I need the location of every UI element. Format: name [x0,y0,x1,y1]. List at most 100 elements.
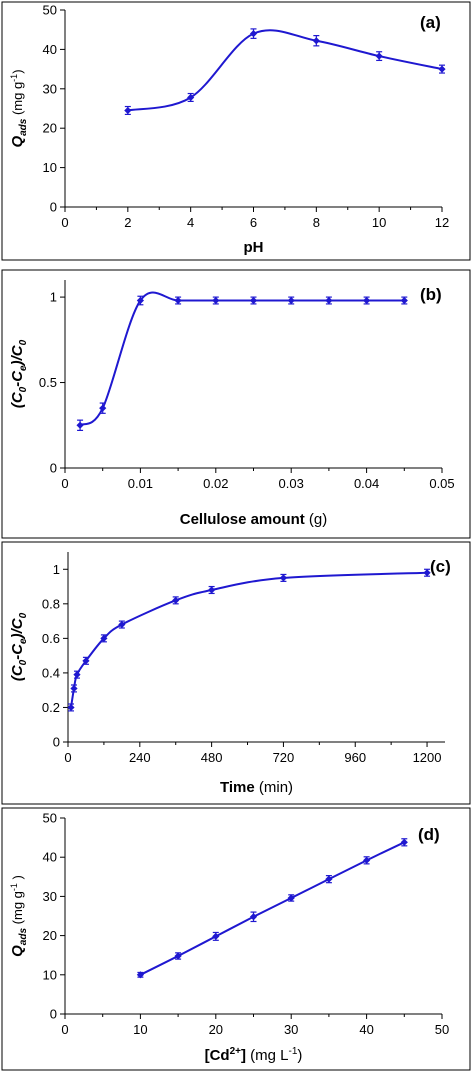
chart-panel-4: 0 10 20 30 40 50 0 10 20 30 40 50 (d) [Cd2+] (mg L-1)… [1,807,471,1071]
y-tick-label: 0 [53,735,60,750]
data-point [249,913,258,921]
panel-label: (c) [430,557,451,576]
chart-panel-1: 0 2 4 6 8 10 12 0 10 20 30 40 50 (a) pH Qads (mg g-1) [1,1,471,261]
chart-panel-3: 0 240 480 720 960 1200 0 0.2 0.4 0.6 0.8 1 (c) Time (… [1,541,471,805]
data-point [312,37,320,45]
data-point [100,634,108,642]
data-point [375,52,383,60]
x-axis-label: Time (min) [220,779,293,796]
data-point [249,296,258,305]
y-tick-label: 20 [43,121,57,136]
y-tick-label: 1 [53,562,60,577]
data-point [400,296,408,305]
y-tick-label: 40 [43,850,57,865]
x-tick-label: 10 [372,215,386,230]
data-point [363,856,371,864]
y-tick-label: 50 [43,3,57,18]
chart-panel-2: 0 0.01 0.02 0.03 0.04 0.05 0 0.5 1 (b) Cellulose a… [1,269,471,539]
y-axis-label: (C0-Ce)/C0 [9,612,29,681]
x-axis-label: pH [244,239,264,256]
x-tick-label: 50 [435,1022,449,1037]
y-tick-label: 30 [43,889,57,904]
panel-label: (b) [420,285,442,304]
series-line [70,571,428,708]
data-point [136,296,144,305]
x-tick-label: 480 [201,750,223,765]
x-tick-label: 0 [61,1022,68,1037]
y-tick-label: 0.2 [42,700,60,715]
series-line [79,291,405,427]
x-tick-label: 0.04 [354,476,379,491]
y-tick-label: 0.4 [42,665,60,680]
data-point [363,296,371,305]
data-point [400,838,408,846]
panel-frame [1,807,471,1071]
x-tick-label: 12 [435,215,449,230]
data-point [287,894,295,902]
y-tick-label: 0 [50,1007,57,1022]
data-point [70,684,78,693]
panel-frame [1,1,471,261]
x-axis-label: [Cd2+] (mg L-1) [205,1046,303,1064]
data-point [212,932,220,940]
data-point [423,569,431,577]
x-tick-label: 8 [313,215,320,230]
data-point [124,106,132,115]
data-point [279,574,288,582]
y-tick-label: 0 [50,200,57,215]
x-tick-label: 240 [129,750,151,765]
x-tick-label: 20 [209,1022,223,1037]
data-point [118,620,126,629]
data-point [174,952,182,960]
x-tick-label: 0 [64,750,71,765]
panel-frame [1,541,471,805]
y-tick-label: 10 [43,967,57,982]
data-point [67,703,75,712]
x-axis-label: Cellulose amount (g) [180,511,328,528]
data-point [325,296,333,305]
x-tick-label: 2 [124,215,131,230]
x-tick-label: 1200 [413,750,442,765]
series-line [127,29,443,112]
x-tick-label: 30 [284,1022,298,1037]
data-point [172,596,180,604]
data-point [325,875,333,883]
data-point [76,421,84,429]
x-tick-label: 720 [273,750,295,765]
y-axis-label: (C0-Ce)/C0 [9,339,29,408]
y-tick-label: 20 [43,928,57,943]
y-axis-label: Qads (mg g-1 ) [9,875,29,957]
y-tick-label: 40 [43,42,57,57]
data-point [438,65,446,73]
data-point [73,671,81,679]
panel-label: (a) [420,13,441,32]
data-point [82,657,90,665]
data-point [212,296,220,305]
x-tick-label: 0.03 [279,476,304,491]
y-tick-label: 0 [50,461,57,476]
panel-frame [1,269,471,539]
data-point [174,296,182,305]
x-tick-label: 40 [359,1022,373,1037]
y-tick-label: 1 [50,290,57,305]
data-point [208,586,216,594]
x-tick-label: 4 [187,215,194,230]
x-tick-label: 0.02 [203,476,228,491]
y-tick-label: 50 [43,811,57,826]
y-tick-label: 30 [43,81,57,96]
y-tick-label: 0.5 [39,375,57,390]
data-point [287,296,295,305]
data-point [187,93,195,102]
y-tick-label: 0.6 [42,631,60,646]
x-tick-label: 6 [250,215,257,230]
x-tick-label: 0 [61,476,68,491]
y-axis-label: Qads (mg g-1) [9,69,29,147]
panel-label: (d) [418,825,440,844]
x-tick-label: 0 [61,215,68,230]
series-line [139,841,405,976]
x-tick-label: 0.05 [429,476,454,491]
y-tick-label: 10 [43,160,57,175]
x-tick-label: 10 [133,1022,147,1037]
data-point [249,30,258,38]
